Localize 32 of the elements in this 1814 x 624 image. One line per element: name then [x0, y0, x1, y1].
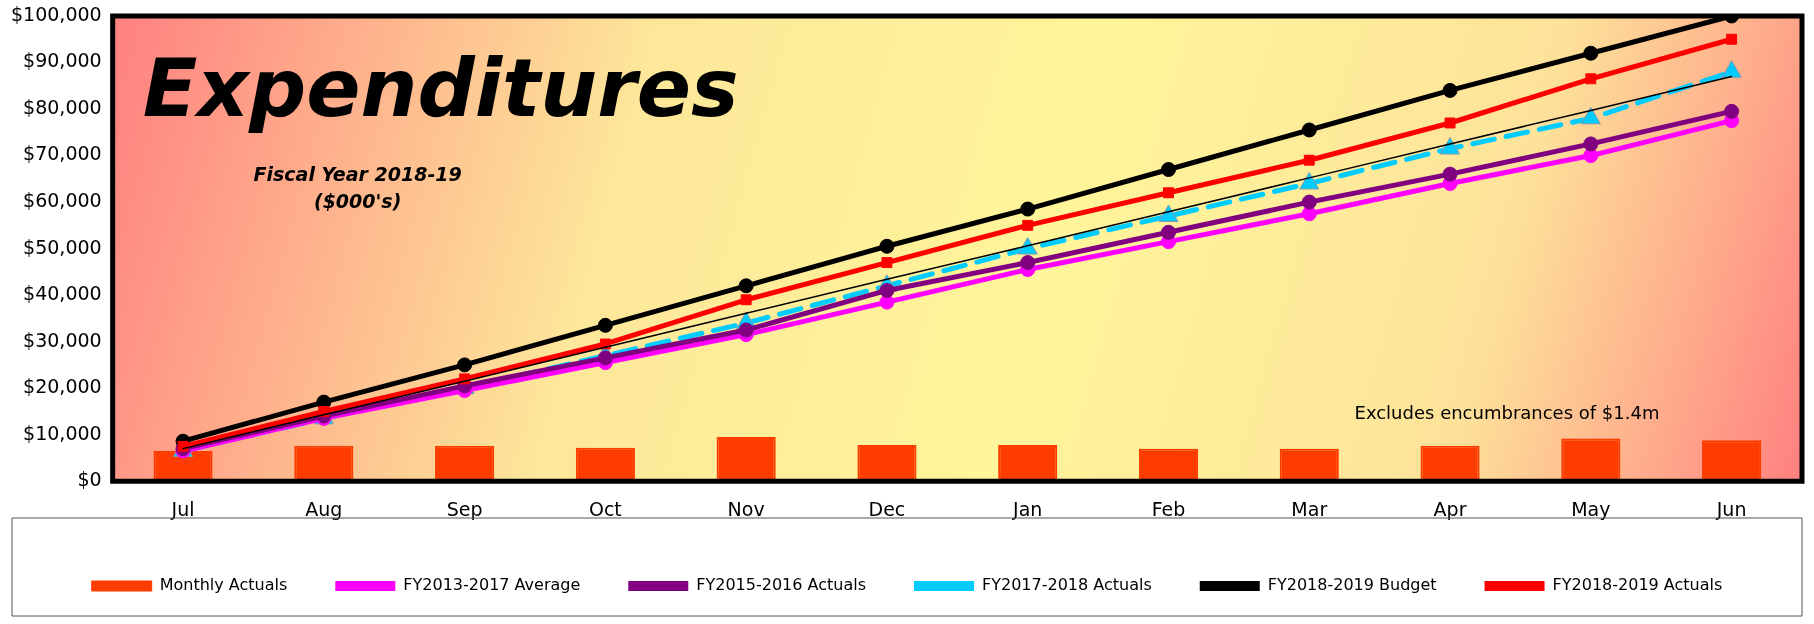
legend-label: FY2017-2018 Actuals	[982, 575, 1152, 595]
annotation: Excludes encumbrances of $1.4m	[1354, 402, 1660, 424]
y-tick-label: $10,000	[23, 421, 102, 444]
x-tick-label: Jun	[1715, 497, 1747, 520]
y-tick-label: $70,000	[23, 142, 102, 165]
legend-label: Monthly Actuals	[159, 575, 288, 595]
chart-title: Expenditures	[142, 42, 739, 135]
text: Fiscal Year 2018-19 ($000's)	[253, 163, 462, 212]
x-tick-label: Dec	[868, 497, 906, 520]
y-tick-label: $90,000	[23, 49, 102, 72]
x-tick-label: Mar	[1291, 497, 1328, 520]
legend-label: FY2018-2019 Actuals	[1552, 575, 1723, 595]
y-tick-label: $0	[77, 468, 102, 491]
x-tick-label: Sep	[446, 497, 483, 520]
y-tick-label: $50,000	[23, 235, 102, 258]
legend-label: FY2018-2019 Budget	[1267, 575, 1437, 595]
y-tick-label: $100,000	[10, 2, 102, 25]
y-tick-label: $30,000	[23, 328, 102, 351]
x-tick-label: Feb	[1151, 497, 1186, 520]
x-tick-label: Nov	[727, 497, 765, 520]
x-tick-label: Apr	[1433, 497, 1467, 520]
x-tick-label: May	[1571, 497, 1611, 520]
x-tick-label: Jul	[170, 497, 195, 520]
x-tick-label: Oct	[588, 497, 622, 520]
x-tick-label: Jan	[1012, 497, 1043, 520]
legend-label: FY2015-2016 Actuals	[696, 575, 867, 595]
y-tick-label: $20,000	[23, 375, 102, 398]
legend-label: FY2013-2017 Average	[403, 575, 581, 595]
x-tick-label: Aug	[305, 497, 343, 520]
y-tick-label: $40,000	[23, 282, 102, 305]
y-tick-label: $60,000	[23, 189, 102, 212]
y-tick-label: $80,000	[23, 95, 102, 118]
